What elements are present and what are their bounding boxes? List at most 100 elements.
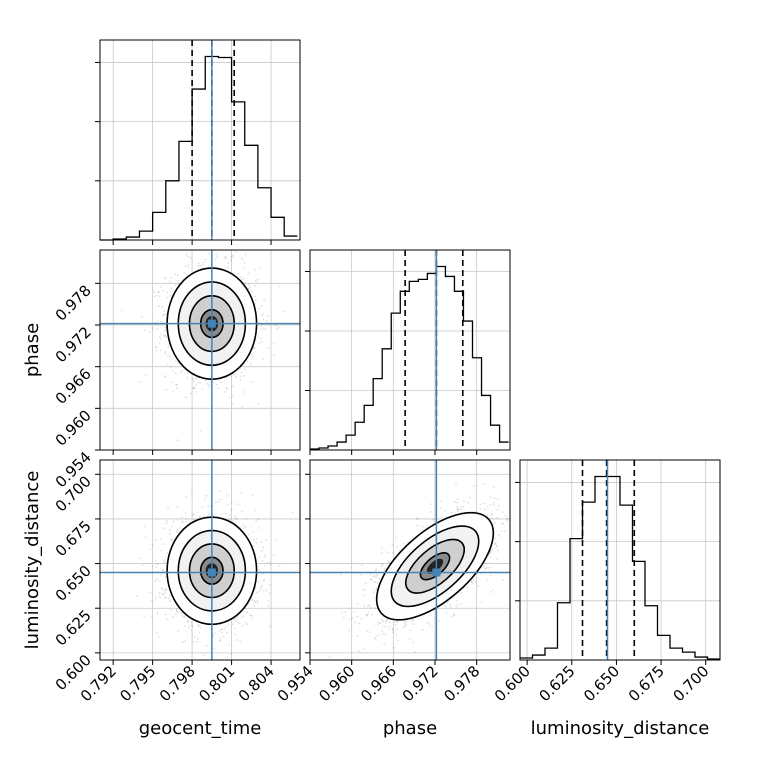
sample-point <box>244 282 247 285</box>
sample-point <box>219 624 222 626</box>
sample-point <box>230 255 233 258</box>
sample-point <box>162 527 165 529</box>
sample-point <box>224 512 227 515</box>
sample-point <box>260 541 262 544</box>
sample-point <box>175 383 178 386</box>
sample-point <box>256 278 259 281</box>
sample-point <box>237 622 240 624</box>
sample-point <box>376 634 379 637</box>
sample-point <box>494 543 497 546</box>
sample-point <box>233 515 236 517</box>
sample-point <box>160 586 163 589</box>
sample-point <box>378 577 381 580</box>
sample-point <box>219 639 221 642</box>
sample-point <box>143 525 146 528</box>
sample-point <box>155 345 158 348</box>
sample-point <box>164 596 167 599</box>
sample-point <box>157 305 160 308</box>
sample-point <box>168 280 171 283</box>
sample-point <box>260 586 263 588</box>
sample-point <box>223 627 226 630</box>
sample-point <box>187 266 190 269</box>
sample-point <box>153 295 156 298</box>
sample-point <box>492 522 495 525</box>
sample-point <box>245 621 248 624</box>
sample-point <box>165 277 167 280</box>
sample-point <box>239 276 242 279</box>
sample-point <box>246 360 249 363</box>
sample-point <box>451 615 454 618</box>
sample-point <box>197 382 200 384</box>
sample-point <box>159 349 162 352</box>
sample-point <box>187 620 189 623</box>
sample-point <box>170 525 173 528</box>
sample-point <box>504 515 507 517</box>
sample-point <box>194 377 197 380</box>
sample-point <box>416 524 418 527</box>
sample-point <box>404 622 406 625</box>
sample-point <box>265 319 268 322</box>
sample-point <box>264 564 266 567</box>
sample-point <box>154 539 157 541</box>
sample-point <box>460 591 463 594</box>
histogram-panel-luminosity_distance <box>519 459 721 661</box>
sample-point <box>356 615 359 618</box>
sample-point <box>384 633 387 636</box>
sample-point <box>164 376 167 379</box>
sample-point <box>156 320 159 322</box>
sample-point <box>388 561 391 564</box>
sample-point <box>189 392 192 395</box>
sample-point <box>196 640 199 643</box>
sample-point <box>177 629 180 632</box>
sample-point <box>498 504 500 507</box>
sample-point <box>175 613 177 615</box>
sample-point <box>251 531 254 533</box>
sample-point <box>166 618 169 621</box>
sample-point <box>256 336 259 339</box>
sample-point <box>242 277 245 280</box>
sample-point <box>152 328 154 331</box>
sample-point <box>360 573 363 576</box>
sample-point <box>467 501 469 504</box>
sample-point <box>164 351 167 353</box>
sample-point <box>380 552 383 555</box>
sample-point <box>216 255 218 258</box>
sample-point <box>452 613 455 616</box>
sample-point <box>171 538 174 541</box>
sample-point <box>181 369 184 372</box>
sample-point <box>136 594 139 597</box>
sample-point <box>458 591 461 594</box>
sample-point <box>169 366 172 368</box>
sample-point <box>263 554 266 556</box>
sample-point <box>366 630 369 633</box>
sample-point <box>164 589 167 591</box>
sample-point <box>159 538 162 541</box>
sample-point <box>162 593 165 596</box>
sample-point <box>195 391 198 393</box>
sample-point <box>230 508 233 511</box>
sample-point <box>143 329 146 332</box>
sample-point <box>381 564 384 567</box>
sample-point <box>187 255 190 258</box>
sample-point <box>160 320 163 323</box>
sample-point <box>502 578 505 581</box>
sample-point <box>217 501 220 504</box>
sample-point <box>165 556 167 559</box>
sample-point <box>243 374 245 377</box>
sample-point <box>161 593 164 595</box>
sample-point <box>456 501 459 504</box>
sample-point <box>223 256 226 258</box>
sample-point <box>162 569 164 571</box>
sample-point <box>370 579 372 581</box>
sample-point <box>201 387 204 390</box>
sample-point <box>184 511 187 514</box>
sample-point <box>199 264 202 267</box>
sample-point <box>372 591 375 594</box>
sample-point <box>191 624 193 626</box>
sample-point <box>480 566 483 569</box>
sample-point <box>234 518 237 521</box>
sample-point <box>459 508 462 511</box>
sample-point <box>483 482 486 485</box>
sample-point <box>456 498 459 501</box>
sample-point <box>208 383 211 386</box>
